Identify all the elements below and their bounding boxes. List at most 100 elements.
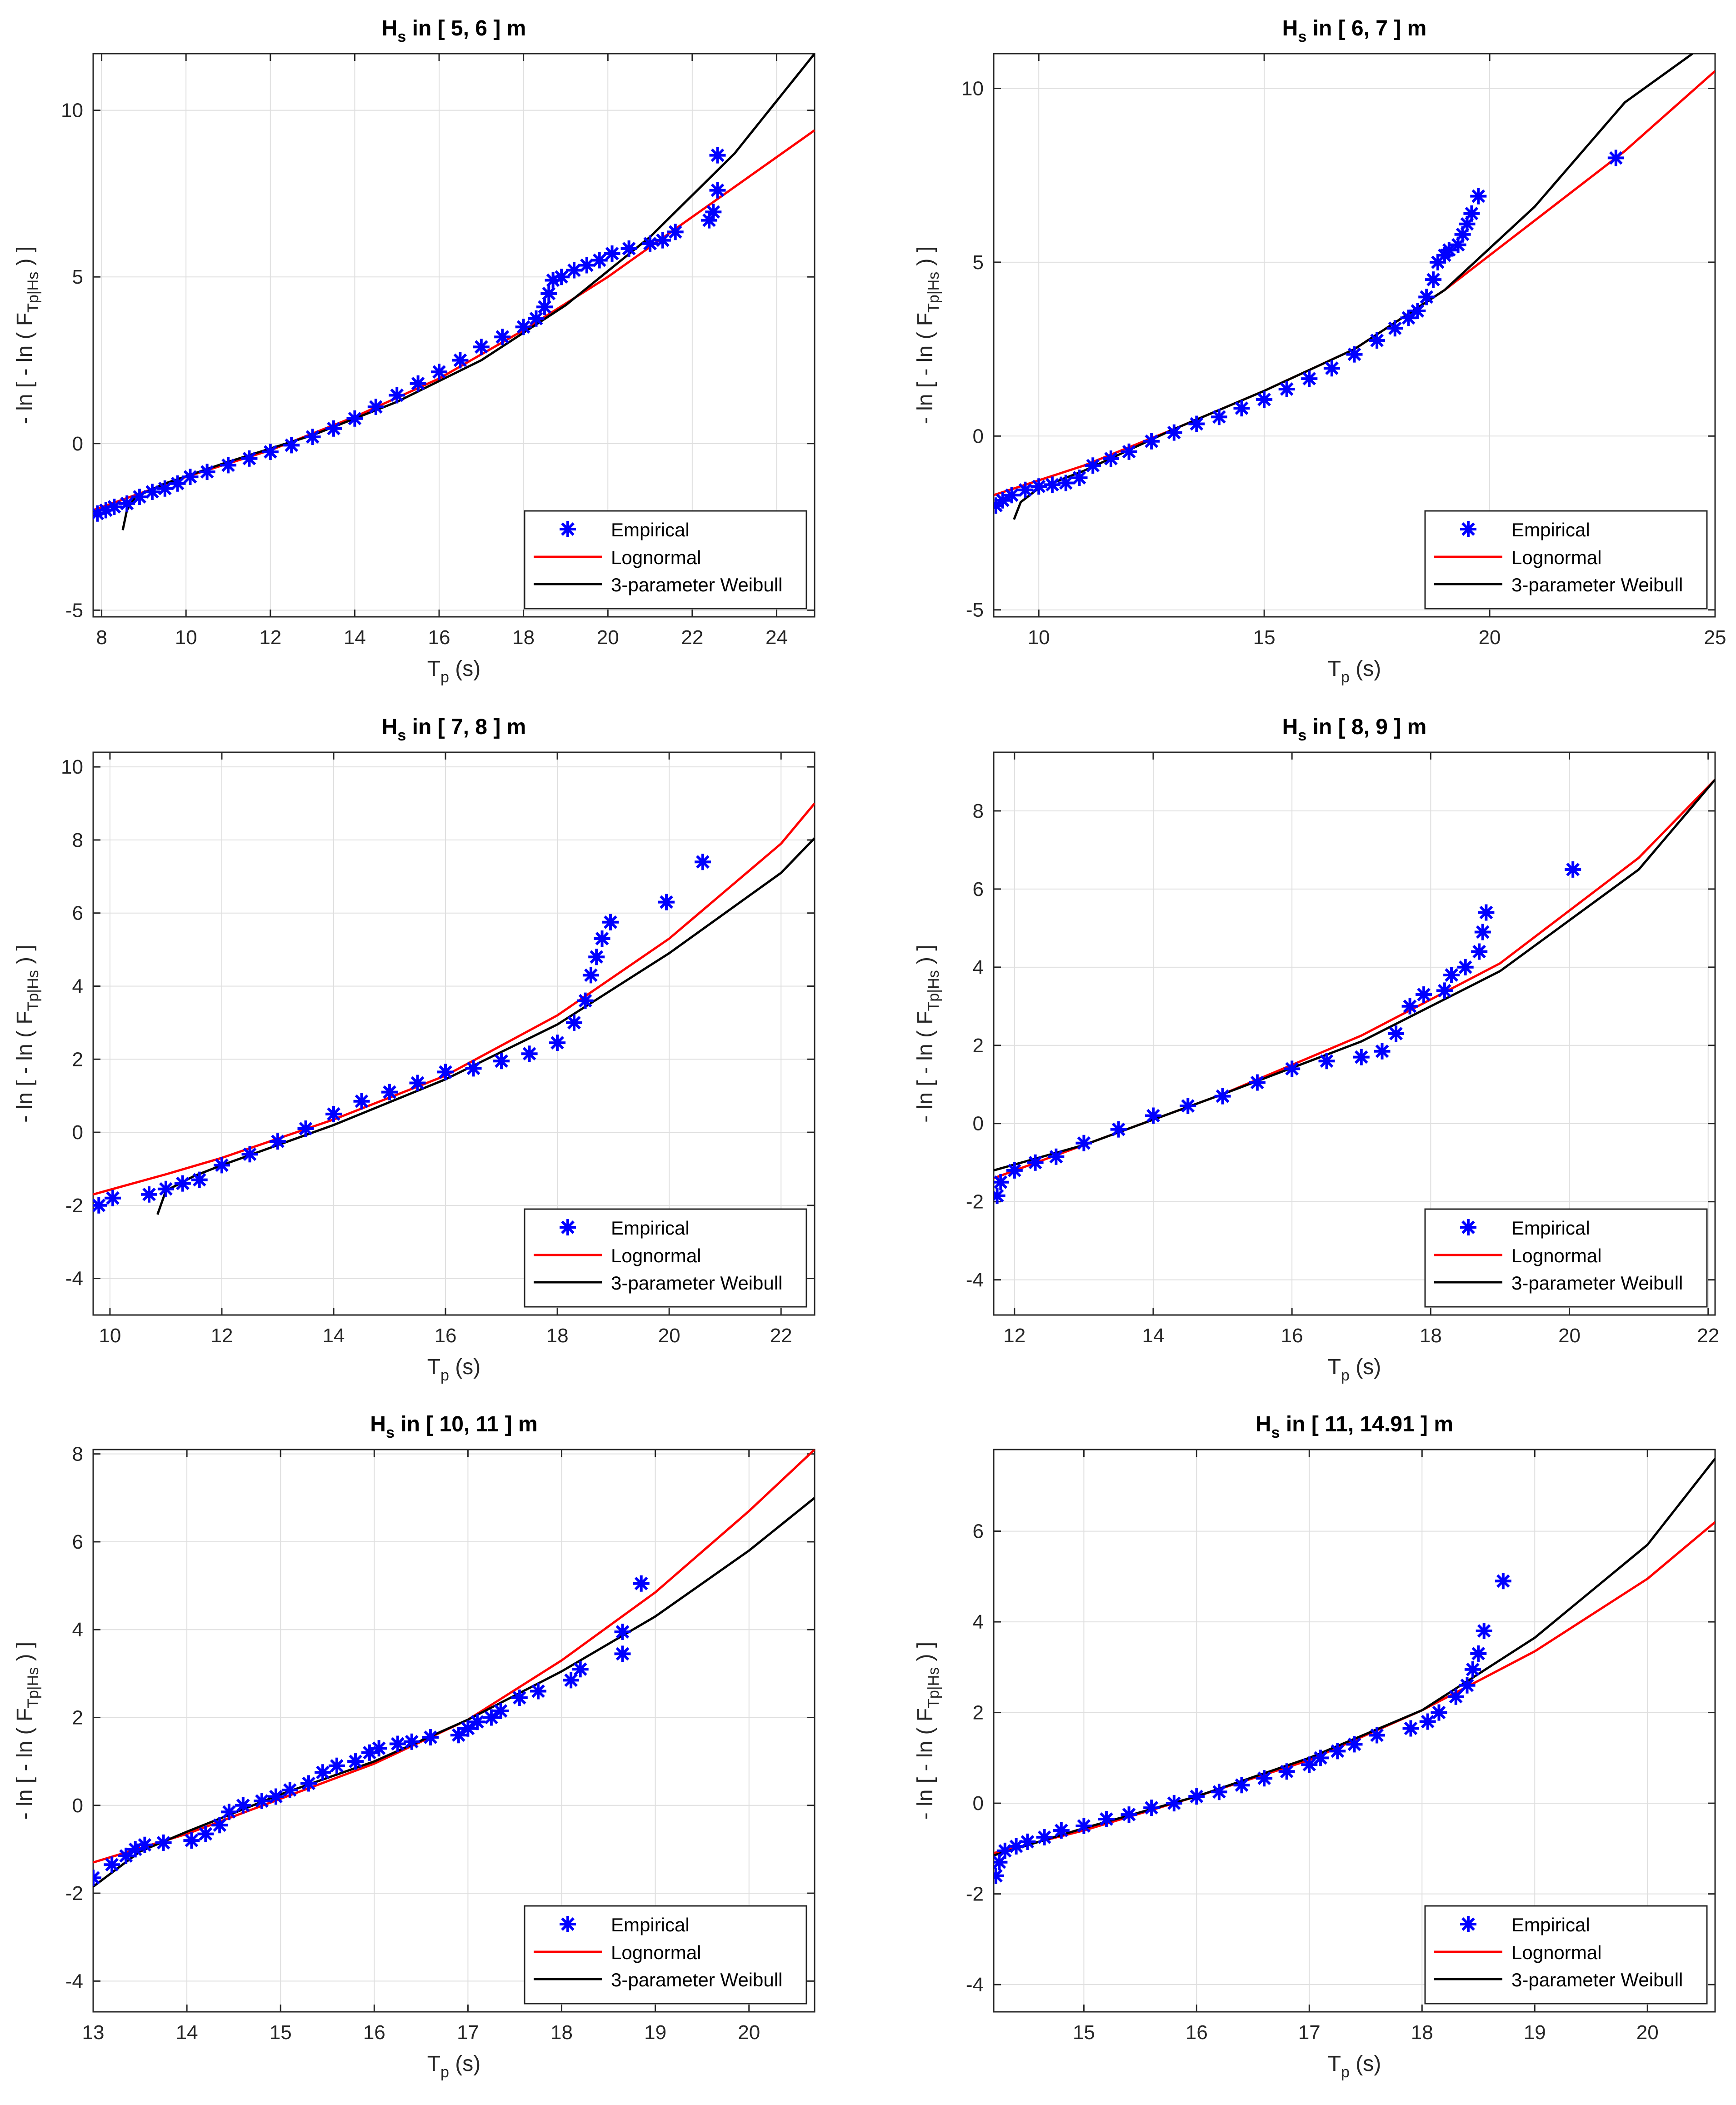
- empirical-point: [182, 469, 199, 485]
- empirical-point: [1233, 1777, 1250, 1794]
- empirical-point: [1463, 205, 1480, 222]
- empirical-point: [642, 235, 659, 252]
- y-tick-label: -2: [966, 1883, 984, 1905]
- empirical-point: [1323, 360, 1340, 377]
- empirical-point: [1418, 289, 1435, 305]
- empirical-point: [254, 1793, 270, 1810]
- empirical-point: [211, 1817, 228, 1834]
- subplot-3: 10 12 14 16 18 20 22 -4 -2 0 2 4 6 8 10 Hs in [ 7, 8 ] …: [13, 715, 815, 1384]
- empirical-point: [515, 319, 532, 335]
- subplot-title-main: H: [1282, 715, 1298, 739]
- empirical-point: [1180, 1098, 1196, 1114]
- empirical-point: [155, 1834, 172, 1851]
- subplot-title-rest: in [ 5, 6 ] m: [406, 16, 526, 40]
- y-tick-label: 0: [973, 1113, 984, 1135]
- subplot-6: 15 16 17 18 19 20 -4 -2 0 2 4 6 Hs in [ 11, 14.91 ] …: [913, 1412, 1716, 2081]
- y-tick-label: 4: [973, 1611, 984, 1633]
- empirical-point: [1019, 1833, 1036, 1850]
- empirical-point: [1143, 1800, 1160, 1816]
- empirical-point: [994, 1187, 1006, 1204]
- empirical-point: [1076, 1818, 1092, 1834]
- x-tick-label: 19: [1524, 2021, 1546, 2044]
- empirical-point: [1053, 1822, 1070, 1839]
- empirical-point: [572, 1661, 589, 1678]
- empirical-point: [409, 1075, 426, 1091]
- empirical-point: [1071, 470, 1088, 486]
- legend: Empirical Lognormal 3-parameter Weibull: [1424, 510, 1708, 610]
- x-tick-label: 22: [681, 626, 703, 649]
- empirical-point: [450, 1727, 467, 1744]
- empirical-point: [220, 457, 236, 474]
- x-axis-label-sub: p: [1341, 2064, 1350, 2081]
- y-tick-label: -4: [966, 1269, 984, 1291]
- legend-empirical-marker: [1460, 521, 1476, 537]
- empirical-point: [1256, 391, 1273, 408]
- empirical-point: [1470, 1645, 1487, 1662]
- y-tick-label: 10: [61, 756, 83, 778]
- empirical-point: [1471, 943, 1488, 960]
- empirical-point: [1166, 424, 1182, 441]
- empirical-point: [709, 182, 726, 199]
- x-axis-label-sub: p: [440, 1367, 449, 1384]
- legend: Empirical Lognormal 3-parameter Weibull: [1424, 1208, 1708, 1308]
- y-axis-label-main: - ln [ - ln ( F: [13, 313, 37, 424]
- subplot-title: Hs in [ 5, 6 ] m: [382, 16, 526, 45]
- empirical-point: [1211, 409, 1227, 425]
- y-axis-label: - ln [ - ln ( FTp|Hs ) ]: [913, 1642, 942, 1820]
- empirical-point: [577, 992, 594, 1009]
- subplot-title-main: H: [1256, 1412, 1271, 1436]
- empirical-point: [469, 1714, 485, 1730]
- empirical-point: [994, 497, 1004, 514]
- empirical-point: [370, 1740, 387, 1757]
- empirical-point: [93, 505, 106, 522]
- empirical-point: [325, 1105, 342, 1122]
- empirical-point: [389, 1735, 406, 1752]
- subplot-5: 13 14 15 16 17 18 19 20 -4 -2 0 2 4 6 8 Hs in [ 10, 11 …: [13, 1412, 815, 2081]
- x-tick-label: 20: [1479, 626, 1501, 649]
- x-tick-label: 10: [175, 626, 197, 649]
- empirical-point: [220, 1804, 237, 1820]
- x-axis-label-rest: (s): [1350, 2052, 1381, 2076]
- axes-frame: [993, 751, 1716, 1316]
- x-tick-label: 10: [99, 1325, 121, 1347]
- legend: Empirical Lognormal 3-parameter Weibull: [524, 1905, 807, 2005]
- y-tick-label: 6: [72, 1531, 83, 1553]
- empirical-point: [1369, 332, 1386, 349]
- y-tick-label: 10: [61, 100, 83, 122]
- empirical-point: [994, 1854, 1008, 1870]
- y-axis-label-sub: Tp|Hs: [25, 1667, 42, 1708]
- empirical-point: [1085, 457, 1101, 474]
- x-axis-label: Tp (s): [1328, 2052, 1381, 2081]
- y-tick-label: 2: [973, 1702, 984, 1724]
- empirical-point: [281, 1782, 298, 1798]
- empirical-point: [141, 1186, 157, 1203]
- x-axis-label-rest: (s): [1350, 1355, 1381, 1379]
- x-tick-label: 20: [1558, 1325, 1581, 1347]
- empirical-point: [105, 1190, 121, 1206]
- empirical-point: [620, 240, 637, 257]
- empirical-point: [93, 1197, 107, 1214]
- empirical-point: [1036, 1829, 1053, 1845]
- empirical-point: [492, 1703, 509, 1719]
- legend-weibull-label: 3-parameter Weibull: [1511, 1969, 1683, 1990]
- x-axis-label-main: T: [427, 2052, 440, 2076]
- empirical-point: [695, 854, 711, 870]
- x-tick-label: 16: [1186, 2021, 1208, 2044]
- empirical-point: [1443, 967, 1460, 983]
- x-axis-label-rest: (s): [449, 657, 480, 681]
- empirical-point: [614, 1624, 631, 1640]
- empirical-point: [325, 420, 342, 437]
- empirical-point: [1188, 415, 1205, 432]
- empirical-point: [578, 257, 595, 274]
- empirical-point: [994, 1174, 1009, 1190]
- x-axis-label-sub: p: [440, 669, 449, 686]
- y-axis-label-sub: Tp|Hs: [925, 1667, 942, 1708]
- plot-area: [93, 802, 815, 1215]
- x-tick-label: 16: [428, 626, 450, 649]
- y-axis-label-main: - ln [ - ln ( F: [13, 1708, 37, 1820]
- x-tick-label: 22: [1697, 1325, 1719, 1347]
- y-tick-label: 6: [973, 1520, 984, 1543]
- empirical-point: [1003, 487, 1020, 504]
- empirical-point: [197, 1825, 214, 1842]
- y-axis-label-sub: Tp|Hs: [25, 272, 42, 313]
